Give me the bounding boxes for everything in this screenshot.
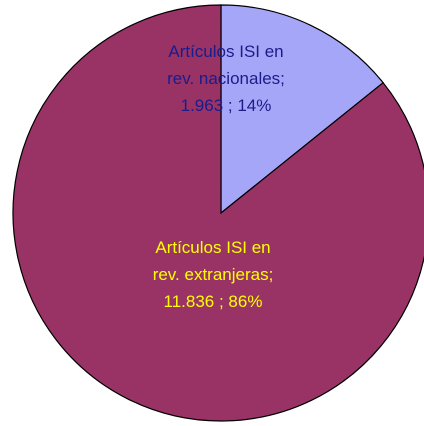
slice-label-line: Artículos ISI en [155,238,270,257]
slice-label-line: rev. extranjeras; [153,265,274,284]
pie-labels: Artículos ISI en rev. nacionales; 1.963 ; … [153,42,285,311]
slice-label-nacionales: Artículos ISI en rev. nacionales; 1.963 ; … [167,42,285,115]
slice-label-line: 11.836 ; 86% [164,292,263,311]
slice-label-extranjeras: Artículos ISI en rev. extranjeras; 11.836 … [153,238,274,311]
slice-label-line: rev. nacionales; [167,69,285,88]
slice-label-line: 1.963 ; 14% [181,96,272,115]
slice-label-line: Artículos ISI en [168,42,283,61]
pie-slices [12,4,424,422]
pie-slice-extranjeras [12,4,424,422]
pie-slice-nacionales [220,4,384,215]
